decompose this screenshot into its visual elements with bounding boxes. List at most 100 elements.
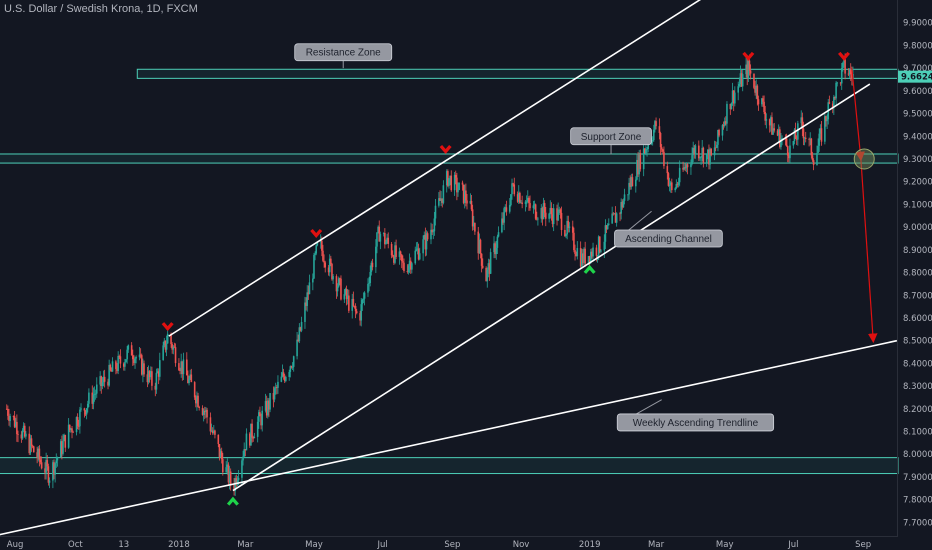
candle-body [210, 430, 213, 432]
candle-body [218, 444, 221, 457]
candle-body [462, 184, 465, 203]
candle-body [368, 283, 370, 284]
candle-body [115, 361, 117, 369]
candle-body [440, 198, 442, 201]
candle-body [119, 356, 122, 364]
candle-body [267, 400, 269, 416]
candle-body [225, 467, 227, 473]
candle-body [745, 64, 747, 75]
candle-body [646, 149, 648, 150]
candle-body [391, 255, 394, 257]
candle-body [729, 103, 732, 110]
candle-body [283, 376, 286, 382]
candle-body [149, 371, 152, 378]
candle-body [260, 416, 262, 426]
candle-body [612, 213, 615, 215]
time-tick-label: 13 [118, 540, 129, 550]
candle-body [747, 60, 750, 78]
time-tick-label: May [305, 540, 323, 550]
candle-body [298, 327, 301, 342]
time-tick-label: May [716, 540, 734, 550]
time-tick-label: Aug [7, 540, 24, 550]
trendline-weekly-ascending-trendline[interactable] [0, 339, 898, 536]
zone-rect-bottom [0, 457, 899, 475]
candle-body [755, 85, 758, 93]
candle-body [348, 295, 350, 311]
candle-body [786, 146, 789, 156]
candle-body [314, 253, 316, 255]
candle-body [685, 164, 688, 169]
last-price-tag: 9.66246 [898, 70, 932, 83]
candle-body [172, 346, 175, 350]
candle-body [493, 243, 495, 253]
candle-body [407, 265, 410, 272]
candle-body [619, 213, 621, 215]
candle-body [709, 148, 711, 165]
time-tick-label: Nov [513, 540, 530, 550]
candle-body [321, 240, 323, 251]
annotation-label: Weekly Ascending Trendline [633, 418, 759, 429]
candle-body [702, 147, 705, 163]
candle-body [734, 92, 736, 104]
annotation-box[interactable] [294, 43, 393, 62]
price-tick-label: 8.60000 [903, 314, 932, 324]
candle-body [181, 361, 184, 375]
candle-body [346, 295, 349, 300]
candle-body [79, 409, 81, 427]
annotation-box[interactable] [614, 229, 723, 248]
target-circle [853, 148, 875, 170]
candle-body [738, 84, 741, 87]
candle-body [573, 232, 575, 251]
candle-body [214, 430, 216, 435]
candle-body [510, 194, 512, 206]
candle-body [431, 229, 433, 233]
candle-body [162, 345, 164, 361]
candle-body [587, 256, 590, 264]
candle-body [14, 421, 17, 427]
candle-body [533, 204, 536, 206]
candle-body [848, 70, 851, 75]
candle-body [217, 434, 220, 445]
candle-body [133, 359, 135, 364]
annotation-box[interactable] [570, 127, 652, 146]
candle-body [282, 372, 285, 377]
candle-body [777, 129, 780, 136]
candle-body [669, 182, 672, 185]
candle-body [344, 288, 347, 295]
candle-body [635, 179, 637, 187]
candle-body [156, 371, 159, 373]
annotation-box[interactable] [616, 413, 775, 432]
price-tick-label: 8.40000 [903, 359, 932, 369]
candle-body [595, 247, 598, 256]
time-tick-label: Mar [648, 540, 665, 550]
candle-body [524, 201, 527, 204]
candle-body [432, 231, 435, 233]
candle-body [481, 265, 484, 268]
candle-body [716, 144, 718, 148]
candle-body [748, 60, 751, 71]
trendline-ascending-channel-lower[interactable] [232, 83, 871, 492]
candle-body [75, 417, 78, 433]
candle-body [426, 233, 429, 240]
candle-body [85, 408, 88, 415]
candle-body [359, 313, 361, 321]
candle-body [600, 250, 602, 252]
candle-body [182, 359, 185, 375]
candle-body [606, 224, 609, 230]
last-price-label: 9.66246 [901, 73, 932, 83]
zones-layer [0, 68, 899, 475]
candle-body [408, 260, 411, 266]
candle-body [5, 408, 8, 410]
candle-body [800, 117, 803, 124]
candle-body [249, 433, 251, 446]
candle-body [189, 374, 191, 379]
candle-body [418, 253, 421, 260]
candle-body [623, 194, 626, 201]
candle-body [568, 226, 571, 228]
candle-body [360, 304, 363, 321]
candle-body [83, 408, 86, 411]
candle-body [537, 218, 539, 220]
candle-body [198, 406, 200, 408]
trendline-ascending-channel-upper[interactable] [168, 0, 725, 337]
